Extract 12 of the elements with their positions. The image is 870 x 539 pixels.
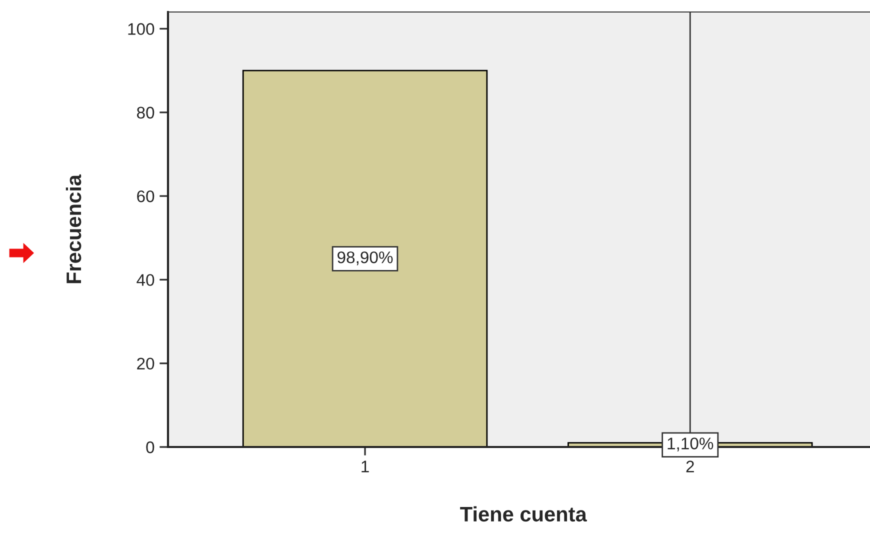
- y-tick-label: 100: [128, 23, 154, 35]
- annotation: 98,90%: [338, 251, 393, 266]
- y-tick-label: 0: [146, 441, 154, 454]
- x-tick-label: 1: [362, 460, 369, 472]
- y-tick-label: 20: [137, 358, 154, 370]
- annotation: 1,10%: [668, 438, 714, 452]
- y-tick-label: 40: [136, 274, 154, 286]
- y-axis-title: Frecuencia: [66, 174, 82, 284]
- x-tick-label: 2: [686, 460, 694, 472]
- y-tick-label: 60: [137, 190, 154, 202]
- x-axis-title: Tiene cuenta: [460, 506, 587, 522]
- y-tick-label: 80: [136, 106, 154, 119]
